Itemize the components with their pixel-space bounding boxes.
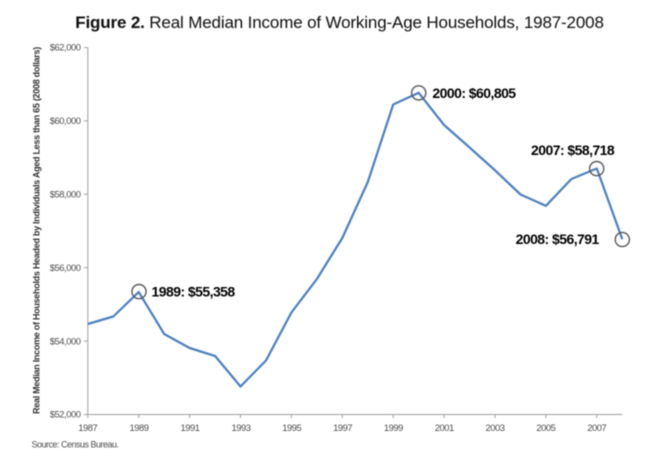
svg-text:Real Median Income of Househol: Real Median Income of Households Headed … xyxy=(32,47,42,414)
svg-text:1987: 1987 xyxy=(78,422,97,433)
svg-text:1989: 1989 xyxy=(129,422,148,433)
svg-text:1995: 1995 xyxy=(282,422,301,433)
svg-text:$62,000: $62,000 xyxy=(50,42,81,53)
svg-text:2003: 2003 xyxy=(485,422,504,433)
svg-text:2001: 2001 xyxy=(435,422,454,433)
svg-text:2007: 2007 xyxy=(587,422,606,433)
svg-text:1989: $55,358: 1989: $55,358 xyxy=(152,284,236,300)
svg-text:$56,000: $56,000 xyxy=(50,262,81,273)
svg-text:1991: 1991 xyxy=(180,422,199,433)
svg-text:Figure 2. Real Median Income o: Figure 2. Real Median Income of Working-… xyxy=(75,13,604,32)
svg-text:$60,000: $60,000 xyxy=(50,115,81,126)
svg-text:2008: $56,791: 2008: $56,791 xyxy=(516,231,600,247)
svg-text:$58,000: $58,000 xyxy=(50,189,81,200)
svg-text:2005: 2005 xyxy=(536,422,555,433)
svg-text:1997: 1997 xyxy=(333,422,352,433)
svg-text:2007: $58,718: 2007: $58,718 xyxy=(531,142,615,158)
svg-text:1999: 1999 xyxy=(384,422,403,433)
svg-text:$54,000: $54,000 xyxy=(50,335,81,346)
svg-text:$52,000: $52,000 xyxy=(50,409,81,420)
svg-text:Source: Census Bureau.: Source: Census Bureau. xyxy=(32,440,119,450)
svg-text:2000: $60,805: 2000: $60,805 xyxy=(432,85,516,101)
svg-text:1993: 1993 xyxy=(231,422,250,433)
